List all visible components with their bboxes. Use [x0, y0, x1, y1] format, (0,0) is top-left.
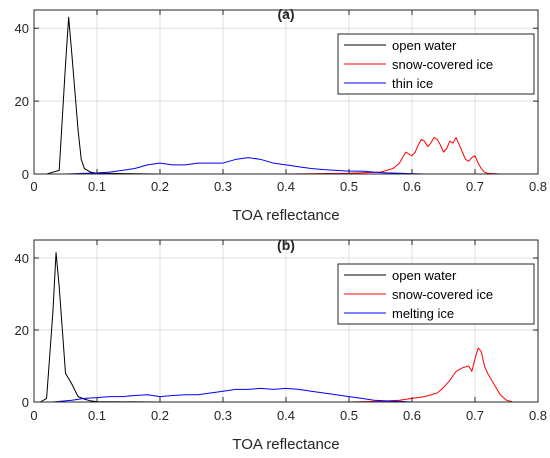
x-axis-label: TOA reflectance [232, 436, 339, 453]
x-tick-label: 0.5 [340, 408, 358, 423]
x-tick-label: 0.1 [88, 179, 106, 194]
legend-label: snow-covered ice [392, 57, 493, 72]
panel-b: 0 0.1 0.2 0.3 0.4 0.5 0.6 0.7 0.8 0 20 40 (b) TOA ref… [15, 237, 548, 453]
x-tick-label: 0.7 [466, 179, 484, 194]
series-line-thin-ice [34, 157, 538, 175]
x-tick-label: 0.5 [340, 179, 358, 194]
x-tick-label: 0.3 [214, 179, 232, 194]
legend: open water snow-covered ice melting ice [337, 263, 535, 325]
series-line-melting-ice [34, 387, 538, 403]
panel-title: (a) [277, 6, 294, 22]
y-tick-label: 0 [22, 167, 29, 182]
legend-label: open water [392, 38, 457, 53]
x-tick-label: 0.2 [151, 408, 169, 423]
x-tick-label: 0 [30, 408, 37, 423]
x-tick-label: 0.8 [529, 408, 547, 423]
x-tick-label: 0.4 [277, 408, 295, 423]
x-tick-label: 0.4 [277, 179, 295, 194]
x-tick-label: 0.7 [466, 408, 484, 423]
series-line-snow-covered-ice [34, 137, 538, 175]
legend-label: snow-covered ice [392, 287, 493, 302]
y-tick-label: 40 [15, 251, 29, 266]
y-tick-label: 20 [15, 94, 29, 109]
y-tick-label: 0 [22, 395, 29, 410]
x-tick-label: 0.6 [403, 408, 421, 423]
panel-a: 0 0.1 0.2 0.3 0.4 0.5 0.6 0.7 0.8 0 20 40 (a) TOA ref… [15, 6, 548, 224]
legend-label: melting ice [392, 306, 454, 321]
legend-label: open water [392, 268, 457, 283]
x-tick-label: 0.8 [529, 179, 547, 194]
x-tick-label: 0.6 [403, 179, 421, 194]
x-tick-label: 0 [30, 179, 37, 194]
x-tick-label: 0.1 [88, 408, 106, 423]
x-axis-label: TOA reflectance [232, 207, 339, 224]
panel-title: (b) [277, 237, 295, 253]
x-tick-label: 0.3 [214, 408, 232, 423]
legend: open water snow-covered ice thin ice [337, 33, 535, 95]
x-tick-label: 0.2 [151, 179, 169, 194]
y-tick-label: 20 [15, 323, 29, 338]
legend-label: thin ice [392, 76, 433, 91]
series-line-snow-covered-ice [34, 347, 538, 403]
y-tick-label: 40 [15, 21, 29, 36]
